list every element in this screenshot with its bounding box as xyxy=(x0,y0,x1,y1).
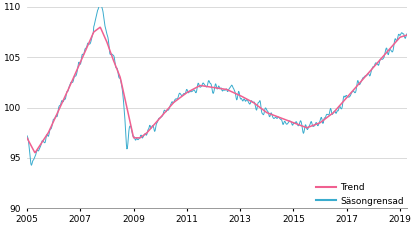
Legend: Trend, Säsongrensad: Trend, Säsongrensad xyxy=(316,183,404,206)
